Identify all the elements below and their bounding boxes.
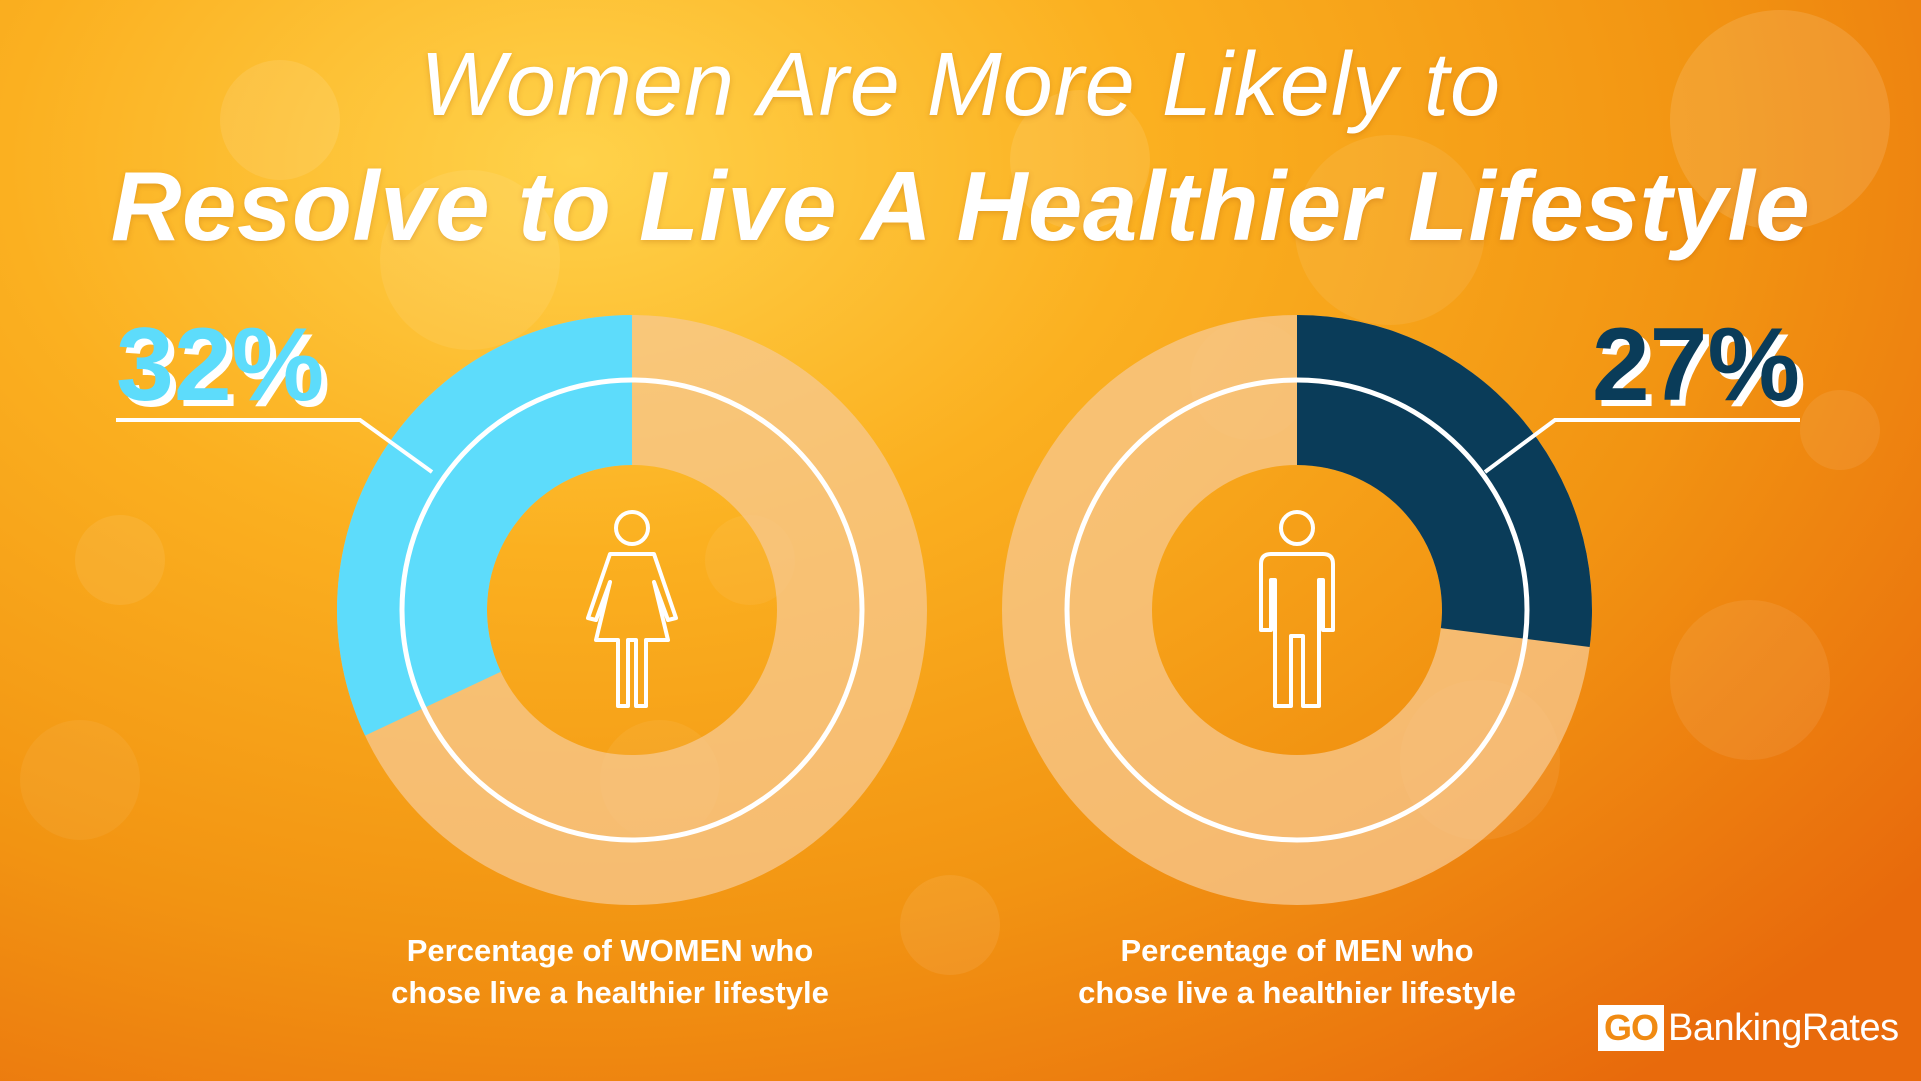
gobankingrates-logo: GO BankingRates — [1598, 1005, 1899, 1051]
women-value-label-shadow: 32% — [122, 313, 330, 429]
women-leader-line — [116, 418, 434, 474]
men-value-label: 27% — [1592, 307, 1800, 423]
men-caption-highlight: MEN — [1334, 933, 1403, 968]
women-ring-line — [399, 377, 865, 843]
man-icon-body — [1259, 552, 1335, 708]
men-leader-line — [1483, 418, 1800, 474]
men-ring-line — [1064, 377, 1530, 843]
women-donut: 32%32% — [116, 307, 927, 905]
woman-icon-head — [614, 510, 650, 546]
men-caption-line1: Percentage of MEN who — [1120, 933, 1474, 968]
men-value-label-shadow: 27% — [1598, 313, 1806, 429]
woman-icon — [586, 510, 678, 708]
women-caption-line2: chose live a healthier lifestyle — [391, 975, 829, 1010]
women-donut-slice — [336, 315, 632, 736]
chart-title-line2: Resolve to Live A Healthier Lifestyle — [110, 151, 1811, 261]
men-donut: 27%27% — [1002, 307, 1806, 905]
logo-bankingrates: BankingRates — [1668, 1006, 1899, 1049]
men-caption-line2: chose live a healthier lifestyle — [1078, 975, 1516, 1010]
women-caption-highlight: WOMEN — [620, 933, 743, 968]
logo-go: GO — [1598, 1005, 1665, 1051]
men-caption: Percentage of MEN who chose live a healt… — [987, 930, 1607, 1014]
men-donut-slice — [1297, 315, 1592, 647]
man-icon — [1259, 510, 1335, 708]
man-icon-head — [1279, 510, 1315, 546]
woman-icon-body — [586, 552, 678, 708]
women-caption: Percentage of WOMEN who chose live a hea… — [300, 930, 920, 1014]
chart-title-line1: Women Are More Likely to — [419, 35, 1502, 135]
women-caption-line1: Percentage of WOMEN who — [406, 933, 814, 968]
women-value-label: 32% — [116, 307, 324, 423]
